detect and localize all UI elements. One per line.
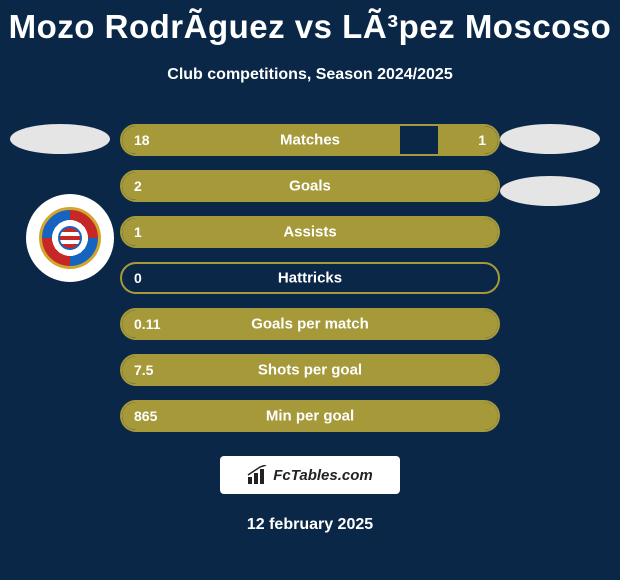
stat-label: Goals per match (251, 316, 369, 333)
stat-label: Goals (289, 178, 331, 195)
stat-row: 18 Matches 1 (120, 124, 500, 156)
stat-row: 0.11 Goals per match (120, 308, 500, 340)
stat-value-left: 7.5 (134, 362, 153, 378)
stat-value-right: 1 (478, 132, 486, 148)
stat-value-left: 0 (134, 270, 142, 286)
page-title: Mozo RodrÃ­guez vs LÃ³pez Moscoso (0, 0, 620, 46)
player-badge-left (10, 124, 110, 154)
stat-value-left: 0.11 (134, 316, 160, 332)
stat-row: 2 Goals (120, 170, 500, 202)
club-logo (26, 194, 114, 282)
stat-fill-left (122, 126, 400, 154)
stat-row: 0 Hattricks (120, 262, 500, 294)
stat-label: Hattricks (278, 270, 342, 287)
stats-column: 18 Matches 1 2 Goals 1 Assists 0 Hattricks 0.11 Go… (120, 124, 500, 432)
stats-container: 18 Matches 1 2 Goals 1 Assists 0 Hattricks 0.11 Go… (0, 124, 620, 432)
stat-value-left: 2 (134, 178, 142, 194)
site-logo-text: FcTables.com (273, 467, 372, 484)
player-badge-right-2 (500, 176, 600, 206)
stat-fill-right (438, 126, 498, 154)
chart-icon (247, 465, 269, 485)
stat-label: Assists (283, 224, 336, 241)
subtitle: Club competitions, Season 2024/2025 (0, 66, 620, 84)
player-badge-right-1 (500, 124, 600, 154)
club-logo-emblem (39, 207, 101, 269)
stat-label: Matches (280, 132, 340, 149)
stat-label: Min per goal (266, 408, 354, 425)
date-text: 12 february 2025 (0, 516, 620, 534)
stat-value-left: 18 (134, 132, 150, 148)
stat-value-left: 1 (134, 224, 142, 240)
stat-label: Shots per goal (258, 362, 362, 379)
stat-row: 1 Assists (120, 216, 500, 248)
stat-row: 7.5 Shots per goal (120, 354, 500, 386)
site-logo: FcTables.com (220, 456, 400, 494)
stat-row: 865 Min per goal (120, 400, 500, 432)
stat-value-left: 865 (134, 408, 157, 424)
